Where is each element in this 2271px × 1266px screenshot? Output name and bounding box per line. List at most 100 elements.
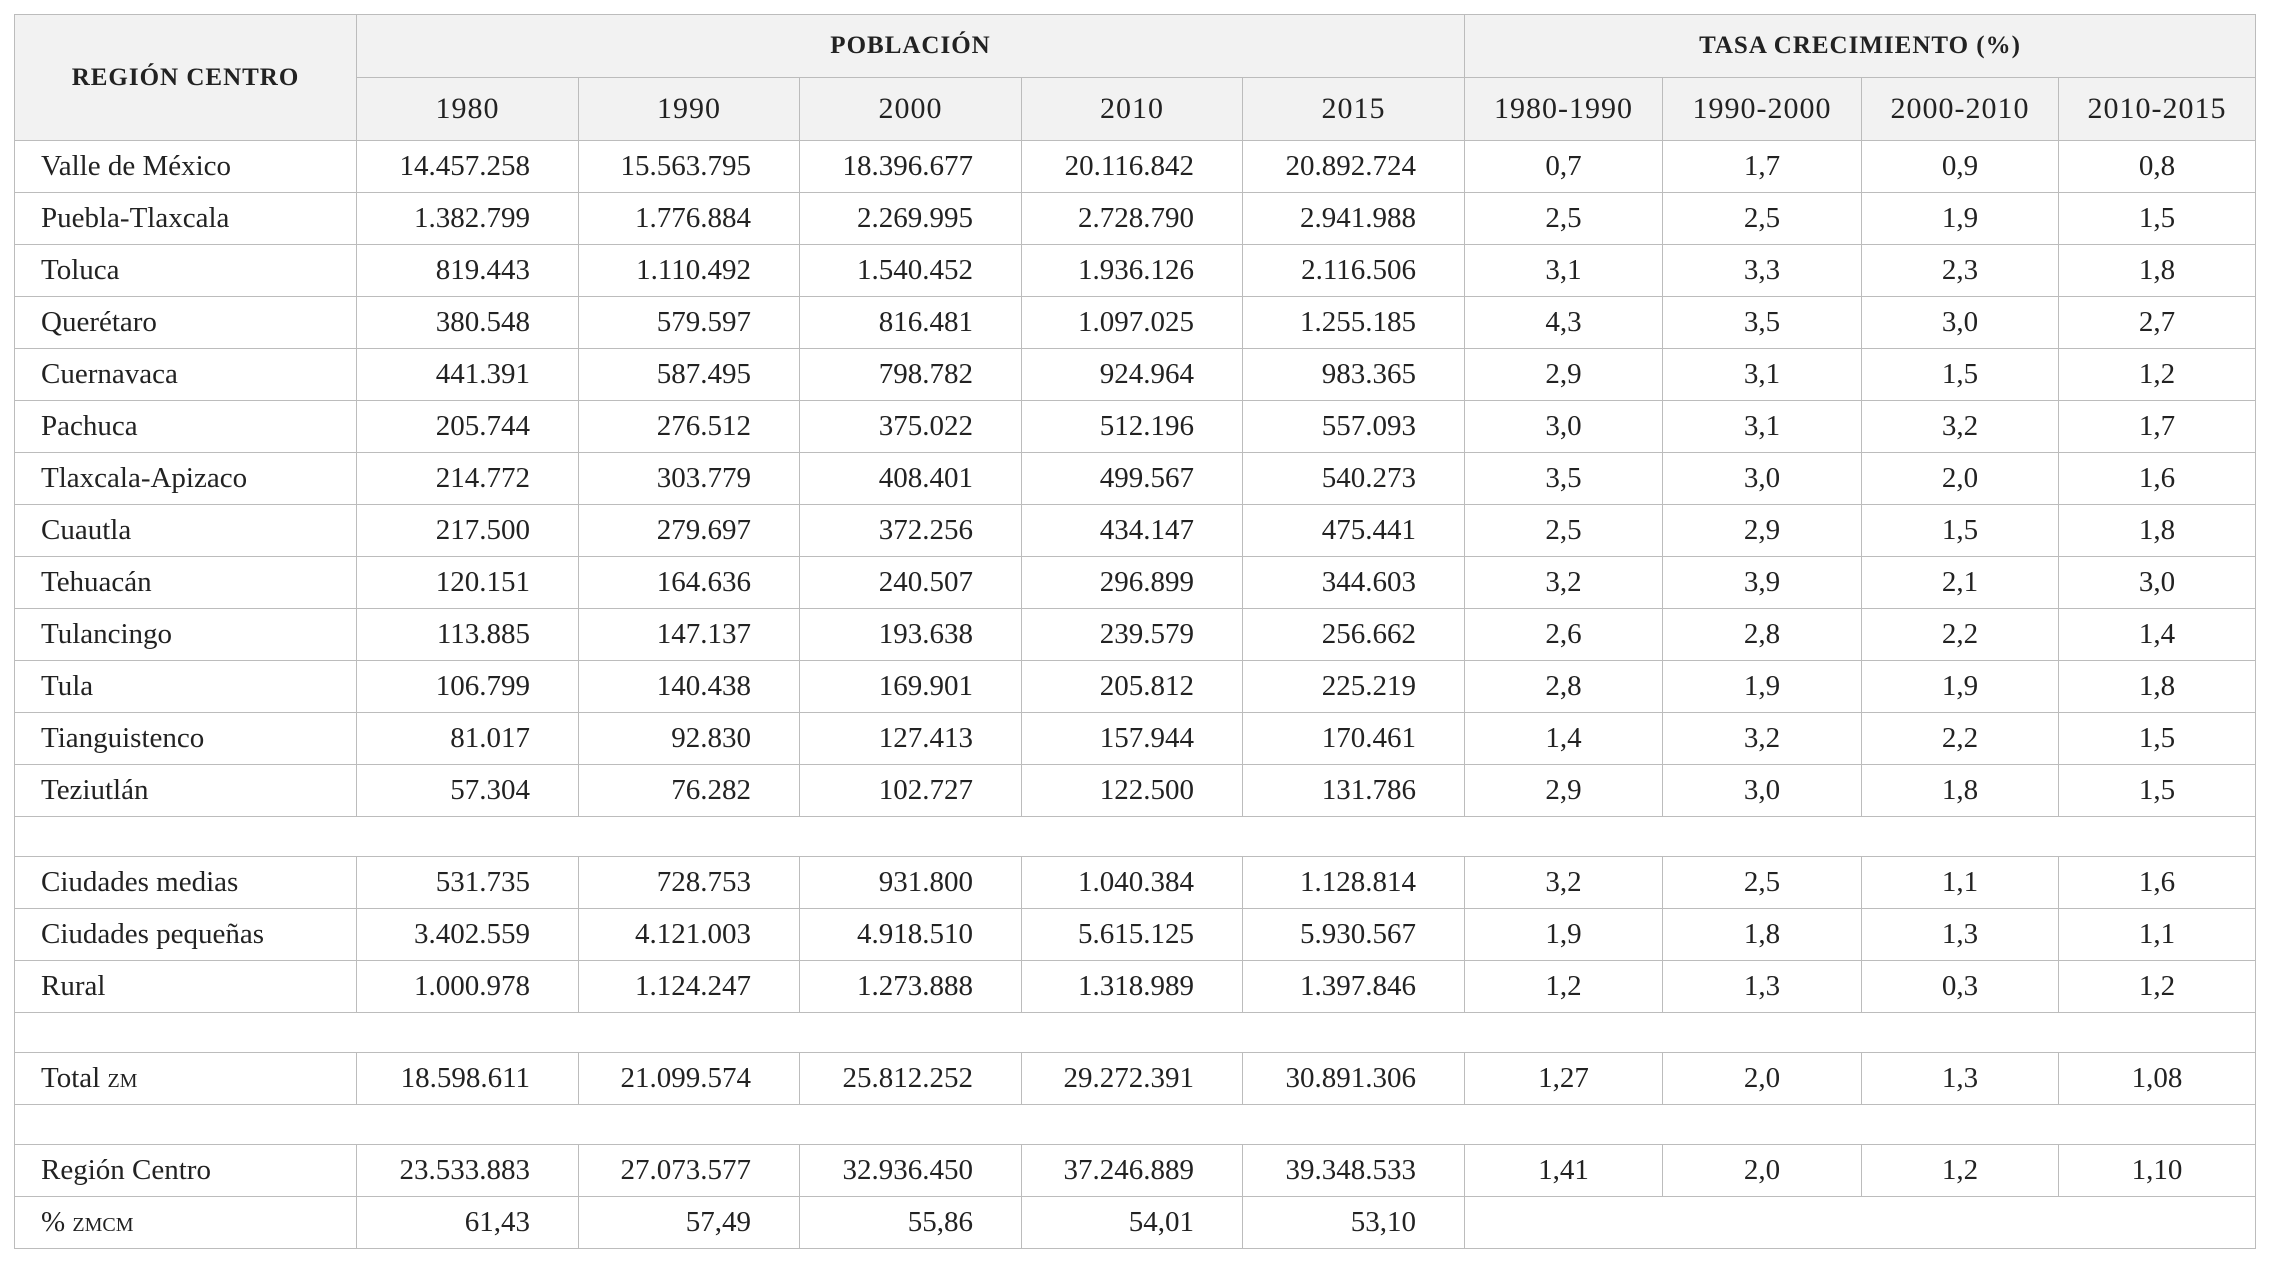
growth-cell: 3,5 (1662, 296, 1862, 349)
population-cell: 557.093 (1242, 400, 1465, 453)
empty-cell (1463, 1196, 2257, 1249)
growth-cell: 2,5 (1464, 192, 1663, 245)
population-cell: 983.365 (1242, 348, 1465, 401)
population-cell: 4.918.510 (799, 908, 1022, 961)
growth-cell: 1,4 (1464, 712, 1663, 765)
table-row: % zmcm 61,43 57,49 55,86 54,01 53,10 (14, 1196, 2257, 1249)
growth-header: TASA CRECIMIENTO (%) (1463, 14, 2257, 78)
growth-cell: 1,8 (2057, 660, 2257, 713)
population-cell: 240.507 (799, 556, 1022, 609)
growth-cell: 1,2 (2057, 348, 2257, 401)
growth-cell: 1,9 (1662, 660, 1862, 713)
growth-cell: 2,9 (1662, 504, 1862, 557)
growth-cell: 1,6 (2057, 856, 2257, 909)
population-cell: 32.936.450 (799, 1144, 1022, 1197)
growth-cell: 1,9 (1464, 908, 1663, 961)
row-label: Tula (14, 660, 357, 713)
growth-cell: 3,2 (1861, 400, 2059, 453)
growth-cell: 2,2 (1861, 608, 2059, 661)
table-row: Rural 1.000.978 1.124.247 1.273.888 1.318.98… (14, 960, 2257, 1013)
population-cell: 816.481 (799, 296, 1022, 349)
growth-cell: 2,0 (1662, 1144, 1862, 1197)
label-text: Tlaxcala-Apizaco (41, 462, 248, 494)
population-cell: 57,49 (578, 1196, 800, 1249)
population-cell: 499.567 (1021, 452, 1243, 505)
growth-cell: 1,10 (2057, 1144, 2257, 1197)
growth-cell: 1,5 (2057, 192, 2257, 245)
growth-cell: 2,8 (1662, 608, 1862, 661)
population-cell: 37.246.889 (1021, 1144, 1243, 1197)
row-label: Tulancingo (14, 608, 357, 661)
population-cell: 579.597 (578, 296, 800, 349)
growth-cell: 3,5 (1464, 452, 1663, 505)
growth-cell: 2,6 (1464, 608, 1663, 661)
table-row: Total zm 18.598.611 21.099.574 25.812.252 29… (14, 1052, 2257, 1105)
population-cell: 18.598.611 (356, 1052, 579, 1105)
growth-cell: 1,8 (2057, 244, 2257, 297)
population-cell: 256.662 (1242, 608, 1465, 661)
growth-cell: 3,2 (1662, 712, 1862, 765)
population-cell: 1.776.884 (578, 192, 800, 245)
label-abbr: zmcm (72, 1206, 134, 1238)
table-row: Ciudades medias 531.735 728.753 931.800 1.04… (14, 856, 2257, 909)
population-cell: 3.402.559 (356, 908, 579, 961)
population-cell: 380.548 (356, 296, 579, 349)
growth-cell: 1,6 (2057, 452, 2257, 505)
population-cell: 540.273 (1242, 452, 1465, 505)
year-header: 2010 (1021, 77, 1243, 141)
growth-cell: 3,0 (2057, 556, 2257, 609)
growth-cell: 3,0 (1464, 400, 1663, 453)
label-text: Tulancingo (41, 618, 173, 650)
growth-cell: 2,1 (1861, 556, 2059, 609)
growth-cell: 3,2 (1464, 556, 1663, 609)
year-header: 2015 (1242, 77, 1465, 141)
population-cell: 475.441 (1242, 504, 1465, 557)
table-row: Cuautla 217.500 279.697 372.256 434.147 475.4… (14, 504, 2257, 557)
table-row: Puebla-Tlaxcala 1.382.799 1.776.884 2.269.9… (14, 192, 2257, 245)
table-row: Tianguistenco 81.017 92.830 127.413 157.944 1… (14, 712, 2257, 765)
growth-cell: 1,1 (1861, 856, 2059, 909)
population-cell: 531.735 (356, 856, 579, 909)
growth-cell: 2,0 (1662, 1052, 1862, 1105)
growth-cell: 2,5 (1464, 504, 1663, 557)
growth-cell: 2,5 (1662, 192, 1862, 245)
population-cell: 147.137 (578, 608, 800, 661)
population-cell: 924.964 (1021, 348, 1243, 401)
row-label: Teziutlán (14, 764, 357, 817)
growth-cell: 2,2 (1861, 712, 2059, 765)
population-cell: 20.116.842 (1021, 140, 1243, 193)
growth-cell: 1,8 (2057, 504, 2257, 557)
label-text: % (41, 1206, 66, 1238)
population-table: REGIÓN CENTRO POBLACIÓN TASA CRECIMIENTO… (13, 14, 2257, 1249)
growth-cell: 3,1 (1662, 348, 1862, 401)
row-label: % zmcm (14, 1196, 357, 1249)
growth-cell: 2,5 (1662, 856, 1862, 909)
row-label: Tehuacán (14, 556, 357, 609)
period-header: 2010-2015 (2057, 77, 2257, 141)
table-row: Tehuacán 120.151 164.636 240.507 296.899 344.… (14, 556, 2257, 609)
label-text: Tula (41, 670, 94, 702)
population-cell: 106.799 (356, 660, 579, 713)
population-cell: 375.022 (799, 400, 1022, 453)
growth-cell: 1,2 (1464, 960, 1663, 1013)
spacer-row (13, 1012, 2257, 1053)
table-row: Tulancingo 113.885 147.137 193.638 239.579 25… (14, 608, 2257, 661)
growth-cell: 1,5 (2057, 712, 2257, 765)
table-row: Toluca 819.443 1.110.492 1.540.452 1.936.126… (14, 244, 2257, 297)
row-label: Tianguistenco (14, 712, 357, 765)
growth-cell: 0,9 (1861, 140, 2059, 193)
label-text: Total (41, 1062, 101, 1094)
label-text: Cuautla (41, 514, 132, 546)
population-cell: 1.255.185 (1242, 296, 1465, 349)
growth-cell: 1,9 (1861, 660, 2059, 713)
population-cell: 55,86 (799, 1196, 1022, 1249)
row-label: Tlaxcala-Apizaco (14, 452, 357, 505)
label-text: Pachuca (41, 410, 138, 442)
row-label: Pachuca (14, 400, 357, 453)
table-row: Teziutlán 57.304 76.282 102.727 122.500 131.7… (14, 764, 2257, 817)
table-row: Tula 106.799 140.438 169.901 205.812 225.219 2… (14, 660, 2257, 713)
growth-cell: 0,3 (1861, 960, 2059, 1013)
growth-cell: 2,0 (1861, 452, 2059, 505)
population-cell: 15.563.795 (578, 140, 800, 193)
